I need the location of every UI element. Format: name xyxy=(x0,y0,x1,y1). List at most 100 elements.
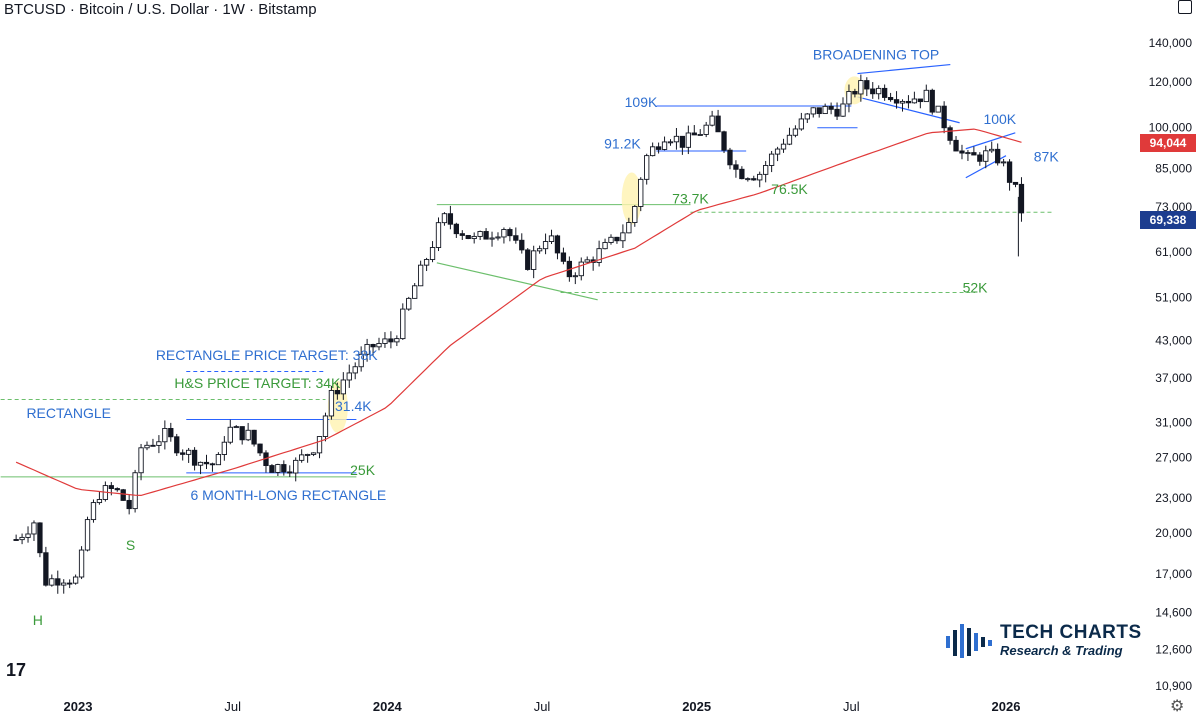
candle[interactable] xyxy=(334,390,341,395)
candle[interactable] xyxy=(340,379,346,395)
candle[interactable] xyxy=(513,235,519,241)
candle[interactable] xyxy=(536,248,543,252)
candle[interactable] xyxy=(751,178,757,181)
candle[interactable] xyxy=(388,338,394,343)
candle[interactable] xyxy=(96,499,103,504)
candle[interactable] xyxy=(358,353,364,368)
candle[interactable] xyxy=(679,135,686,148)
candle[interactable] xyxy=(251,429,257,445)
candle[interactable] xyxy=(162,428,168,443)
candle[interactable] xyxy=(792,128,799,136)
candle[interactable] xyxy=(917,98,923,103)
candle[interactable] xyxy=(72,576,79,584)
candle[interactable] xyxy=(745,178,751,181)
candle[interactable] xyxy=(995,148,1001,164)
candle[interactable] xyxy=(596,248,602,263)
candle[interactable] xyxy=(923,89,929,103)
candle[interactable] xyxy=(489,237,495,240)
candle[interactable] xyxy=(786,134,793,145)
candle[interactable] xyxy=(477,231,483,237)
candle[interactable] xyxy=(31,522,37,535)
candle[interactable] xyxy=(67,582,73,585)
candle[interactable] xyxy=(483,231,489,240)
candle[interactable] xyxy=(13,539,19,541)
candle[interactable] xyxy=(364,343,370,355)
candle[interactable] xyxy=(876,87,882,95)
candle[interactable] xyxy=(239,426,245,441)
candle[interactable] xyxy=(49,578,55,586)
candle[interactable] xyxy=(447,213,454,225)
candle[interactable] xyxy=(709,115,715,126)
candle[interactable] xyxy=(780,143,787,150)
candle[interactable] xyxy=(846,91,852,105)
candle[interactable] xyxy=(983,150,989,162)
candle[interactable] xyxy=(870,88,876,95)
candle[interactable] xyxy=(150,444,156,447)
candle[interactable] xyxy=(554,235,561,254)
candle[interactable] xyxy=(191,449,198,466)
candle[interactable] xyxy=(840,103,846,117)
candle[interactable] xyxy=(858,80,864,95)
candle[interactable] xyxy=(649,146,656,157)
candle[interactable] xyxy=(453,223,459,235)
candle[interactable] xyxy=(423,259,430,266)
candle[interactable] xyxy=(215,454,222,466)
candle[interactable] xyxy=(548,235,555,242)
candle[interactable] xyxy=(352,366,358,374)
candle[interactable] xyxy=(798,118,805,130)
candle[interactable] xyxy=(168,428,174,438)
candle[interactable] xyxy=(138,447,144,474)
candle[interactable] xyxy=(55,578,61,586)
candle[interactable] xyxy=(632,206,638,223)
candle[interactable] xyxy=(804,113,810,120)
candle[interactable] xyxy=(608,236,614,243)
candle[interactable] xyxy=(864,80,870,90)
candle[interactable] xyxy=(412,285,418,299)
candle[interactable] xyxy=(465,234,471,240)
candle[interactable] xyxy=(185,449,192,455)
candle[interactable] xyxy=(269,465,275,473)
candle[interactable] xyxy=(227,426,233,443)
candle[interactable] xyxy=(209,463,216,466)
candle[interactable] xyxy=(1006,161,1013,183)
candle[interactable] xyxy=(733,164,739,170)
candle[interactable] xyxy=(245,429,251,441)
candle[interactable] xyxy=(941,105,947,129)
candle[interactable] xyxy=(644,155,650,180)
candle[interactable] xyxy=(417,264,424,287)
candle[interactable] xyxy=(911,98,918,104)
candle[interactable] xyxy=(310,452,317,455)
candle[interactable] xyxy=(406,297,412,310)
candle[interactable] xyxy=(661,141,668,150)
candle[interactable] xyxy=(763,165,769,175)
candle[interactable] xyxy=(685,132,691,148)
candle[interactable] xyxy=(275,464,281,473)
candle[interactable] xyxy=(394,338,400,343)
candle[interactable] xyxy=(281,464,287,473)
candle[interactable] xyxy=(203,461,210,465)
candle[interactable] xyxy=(965,152,971,155)
candle[interactable] xyxy=(887,97,894,101)
candle[interactable] xyxy=(697,133,703,136)
candle[interactable] xyxy=(459,233,465,236)
candle[interactable] xyxy=(852,91,858,95)
candle[interactable] xyxy=(441,213,448,224)
candle[interactable] xyxy=(602,242,608,250)
candle[interactable] xyxy=(1018,183,1025,214)
candle[interactable] xyxy=(703,124,709,135)
candle[interactable] xyxy=(715,115,721,133)
candle[interactable] xyxy=(61,582,67,586)
settings-icon[interactable]: ⚙ xyxy=(1170,698,1185,715)
candle[interactable] xyxy=(287,471,293,474)
candle[interactable] xyxy=(935,105,941,113)
candle[interactable] xyxy=(905,100,912,104)
candle[interactable] xyxy=(721,131,727,151)
candle[interactable] xyxy=(221,441,227,455)
candle[interactable] xyxy=(84,519,91,551)
candle[interactable] xyxy=(834,108,840,117)
candle[interactable] xyxy=(620,232,626,242)
candle[interactable] xyxy=(1012,181,1019,185)
candle[interactable] xyxy=(156,441,162,446)
candle[interactable] xyxy=(114,488,120,491)
